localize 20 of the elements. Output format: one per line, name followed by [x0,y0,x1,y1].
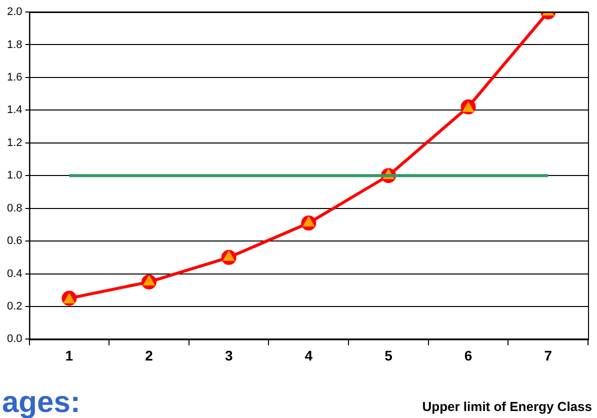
y-tick-label: 0.0 [6,333,22,346]
y-tick-label: 0.8 [6,202,22,214]
y-tick-label: 0.4 [6,268,22,280]
y-tick-label: 1.2 [6,136,22,149]
x-tick-label: 1 [65,347,74,364]
x-axis-title: Upper limit of Energy Class [422,399,592,414]
x-tick-label: 5 [384,347,393,364]
y-tick-label: 1.8 [6,38,22,51]
text: ages: [2,386,80,418]
y-tick-label: 1.6 [6,71,22,84]
x-tick-label: 2 [145,347,154,364]
x-tick-label: 3 [224,347,233,364]
x-tick-label: 4 [304,347,313,364]
x-tick-label: 6 [464,347,472,364]
x-tick-label: 7 [544,347,552,364]
y-tick-label: 1.0 [6,170,22,182]
y-tick-label: 0.6 [6,235,22,248]
y-tick-label: 1.4 [6,104,22,116]
y-tick-label: 0.2 [6,300,22,313]
y-tick-label: 2.0 [6,6,22,18]
